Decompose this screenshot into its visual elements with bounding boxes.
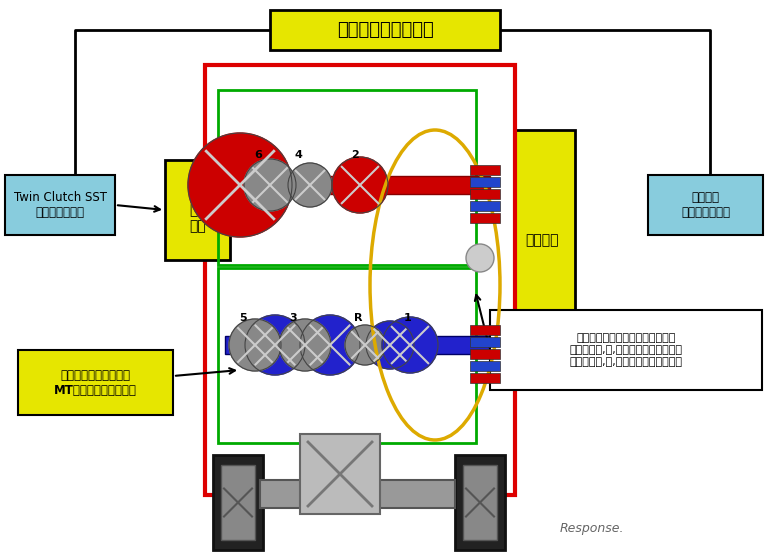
- Text: 5: 5: [239, 313, 247, 323]
- Text: R: R: [354, 313, 362, 323]
- Circle shape: [245, 315, 305, 375]
- Bar: [5, 175, 115, 235]
- Circle shape: [382, 317, 438, 373]
- Circle shape: [188, 133, 292, 237]
- Text: シンプルで剛性のある
MT変速部と同様の構造: シンプルで剛性のある MT変速部と同様の構造: [54, 369, 137, 396]
- Circle shape: [332, 157, 388, 213]
- Bar: [270, 10, 500, 50]
- Bar: [225, 336, 490, 354]
- Bar: [300, 434, 380, 514]
- Text: 4: 4: [294, 150, 302, 160]
- Bar: [470, 213, 500, 223]
- Text: 耐久性のある湿式ツインクラッチ
【奇数（１,３,５速）段用クラッチと
　偶数（２,４,６速）段用クラッチ】: 耐久性のある湿式ツインクラッチ 【奇数（１,３,５速）段用クラッチと 偶数（２,…: [570, 334, 683, 366]
- Bar: [648, 175, 763, 235]
- Bar: [260, 480, 455, 508]
- Text: 1: 1: [404, 313, 412, 323]
- Bar: [470, 177, 500, 187]
- Text: エンジン
コンピューター: エンジン コンピューター: [681, 191, 730, 219]
- Bar: [490, 310, 762, 390]
- Circle shape: [300, 315, 360, 375]
- Circle shape: [366, 321, 414, 369]
- Bar: [218, 268, 476, 443]
- Text: 2: 2: [351, 150, 359, 160]
- Circle shape: [345, 325, 385, 365]
- Bar: [470, 189, 500, 199]
- Text: エンジン: エンジン: [525, 233, 559, 247]
- Text: 油圧
制御
装置: 油圧 制御 装置: [189, 187, 206, 233]
- Bar: [213, 455, 263, 550]
- Bar: [165, 160, 230, 260]
- Bar: [500, 130, 575, 350]
- Circle shape: [279, 319, 331, 371]
- Text: Response.: Response.: [560, 522, 624, 535]
- Bar: [455, 455, 505, 550]
- Circle shape: [288, 163, 332, 207]
- Bar: [218, 90, 476, 265]
- Bar: [205, 65, 515, 495]
- Text: 3: 3: [289, 313, 297, 323]
- Bar: [470, 337, 500, 347]
- Bar: [225, 176, 490, 194]
- Bar: [470, 361, 500, 371]
- Bar: [470, 349, 500, 359]
- Circle shape: [244, 159, 296, 211]
- Bar: [221, 465, 255, 540]
- Bar: [470, 325, 500, 335]
- Bar: [470, 373, 500, 383]
- Text: 精度の高い協調制御: 精度の高い協調制御: [337, 21, 434, 39]
- Bar: [470, 165, 500, 175]
- Bar: [18, 350, 173, 415]
- Text: 6: 6: [254, 150, 262, 160]
- Bar: [463, 465, 497, 540]
- Circle shape: [229, 319, 281, 371]
- Text: Twin Clutch SST
コンピューター: Twin Clutch SST コンピューター: [14, 191, 106, 219]
- Bar: [470, 201, 500, 211]
- Circle shape: [466, 244, 494, 272]
